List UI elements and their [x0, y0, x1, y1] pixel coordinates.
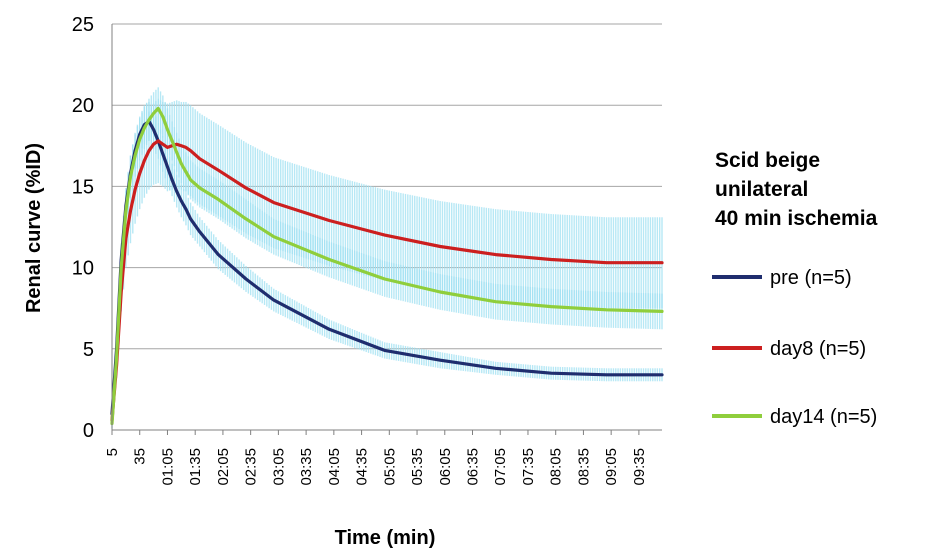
legend: Scid beige unilateral 40 min ischemia pr…	[712, 149, 878, 428]
x-tick-label: 01:35	[187, 448, 204, 486]
x-tick-label: 35	[132, 448, 149, 465]
x-tick-label: 5	[104, 448, 121, 456]
x-tick-label: 09:05	[603, 448, 620, 486]
legend-title-line-3: 40 min ischemia	[715, 207, 878, 230]
x-tick-label: 09:35	[631, 448, 648, 486]
x-tick-label: 08:35	[575, 448, 592, 486]
legend-items: pre (n=5) day8 (n=5) day14 (n=5)	[712, 267, 877, 428]
x-tick-label: 03:35	[298, 448, 315, 486]
x-tick-label: 08:05	[548, 448, 565, 486]
x-tick-label: 04:05	[326, 448, 343, 486]
legend-label-2: day8 (n=5)	[770, 338, 866, 360]
x-tick-labels: 5 35 01:05 01:35 02:05 02:35 03:05 03:35 04:05 04…	[104, 448, 648, 486]
x-tick-label: 05:35	[409, 448, 426, 486]
legend-title-line-1: Scid beige	[715, 149, 820, 172]
x-tick-label: 04:35	[354, 448, 371, 486]
y-axis-title: Renal curve (%ID)	[23, 143, 45, 313]
x-tick-label: 05:05	[381, 448, 398, 486]
y-tick-label: 15	[72, 176, 94, 198]
y-tick-label: 0	[83, 420, 94, 442]
error-bands	[112, 87, 662, 428]
x-tick-label: 06:35	[465, 448, 482, 486]
x-tick-label: 06:05	[437, 448, 454, 486]
legend-label-3: day14 (n=5)	[770, 406, 877, 428]
x-tick-label: 03:05	[270, 448, 287, 486]
y-tick-labels: 0 5 10 15 20 25	[72, 14, 94, 442]
x-tick-label: 02:35	[243, 448, 260, 486]
x-axis-title: Time (min)	[335, 527, 436, 549]
y-tick-label: 20	[72, 95, 94, 117]
legend-title-line-2: unilateral	[715, 178, 808, 201]
legend-label-1: pre (n=5)	[770, 267, 852, 289]
y-tick-label: 10	[72, 258, 94, 280]
x-tick-label: 07:05	[492, 448, 509, 486]
x-tick-label: 02:05	[215, 448, 232, 486]
y-tick-label: 25	[72, 14, 94, 36]
x-tick-label: 01:05	[159, 448, 176, 486]
x-tick-label: 07:35	[520, 448, 537, 486]
y-tick-label: 5	[83, 339, 94, 361]
